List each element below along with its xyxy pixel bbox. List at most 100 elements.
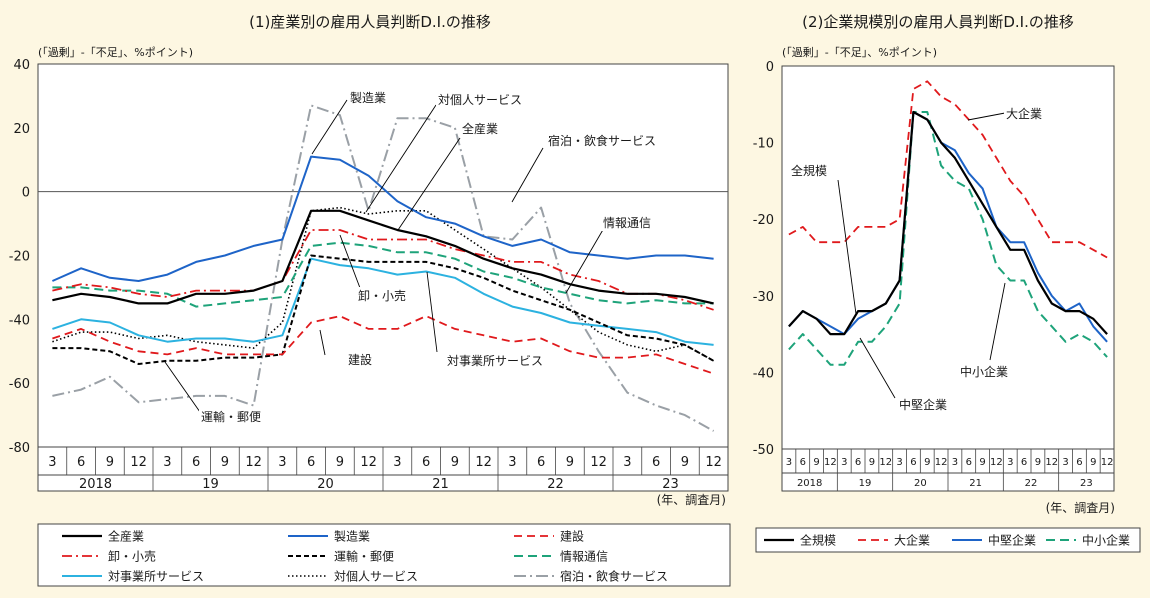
x-tick-month: 9 [869, 457, 875, 468]
x-tick-year: 20 [914, 478, 927, 489]
chart1-callout-lines [164, 99, 605, 413]
x-tick-month: 6 [192, 455, 200, 470]
callout-line-business-services [426, 271, 438, 353]
c1-legend-label-0: 全産業 [108, 529, 144, 544]
x-tick-month: 6 [77, 455, 85, 470]
c1-legend-label-7: 対個人サービス [334, 570, 418, 584]
x-tick-month: 6 [966, 457, 972, 468]
x-tick-month: 3 [786, 457, 792, 468]
c2-series-line-3 [788, 111, 1108, 366]
chart2-ylabel: (「過剰」-「不足」、%ポイント) [782, 46, 937, 59]
y-tick-label: 0 [22, 186, 30, 201]
x-tick-month: 3 [1007, 457, 1013, 468]
callout-manufacturing: 製造業 [350, 91, 386, 105]
callout-all-sizes: 全規模 [791, 163, 827, 178]
x-tick-month: 12 [475, 455, 492, 470]
x-tick-month: 12 [130, 455, 147, 470]
x-tick-year: 21 [969, 478, 982, 489]
x-tick-month: 6 [910, 457, 916, 468]
callout-line-large [967, 112, 1006, 121]
callout-bg [348, 89, 396, 106]
c2-legend-label-3: 中小企業 [1082, 533, 1130, 548]
x-tick-month: 9 [681, 455, 689, 470]
x-tick-year: 23 [662, 477, 679, 492]
c1-series-line-7 [52, 206, 714, 362]
callout-line-ict [565, 227, 605, 294]
x-tick-month: 12 [824, 457, 837, 468]
chart2-callout-lines [837, 112, 1006, 399]
callout-line-midsize [859, 337, 896, 399]
x-tick-year: 22 [1025, 478, 1038, 489]
callout-bg [346, 351, 380, 368]
callout-bg [789, 162, 839, 179]
callout-accommodation: 宿泊・飲食サービス [548, 133, 656, 148]
callout-line-accommodation [511, 147, 544, 203]
x-tick-year: 19 [859, 478, 872, 489]
callout-bg [1004, 105, 1054, 122]
callout-line-manufacturing [311, 99, 348, 155]
c1-series-line-1 [51, 155, 714, 282]
x-tick-month: 3 [278, 455, 286, 470]
x-tick-month: 9 [336, 455, 344, 470]
x-tick-year: 22 [547, 477, 564, 492]
x-tick-month: 9 [813, 457, 819, 468]
y-tick-label: -60 [9, 377, 30, 392]
c2-legend-label-2: 中堅企業 [988, 533, 1036, 548]
callout-wholesale: 卸・小売 [358, 288, 406, 303]
x-tick-year: 20 [317, 477, 334, 492]
x-tick-month: 6 [855, 457, 861, 468]
chart2-plot-area [781, 65, 1115, 450]
x-tick-month: 12 [590, 455, 607, 470]
x-tick-year: 19 [202, 477, 219, 492]
x-tick-month: 6 [800, 457, 806, 468]
x-tick-month: 6 [1076, 457, 1082, 468]
c1-series-line-6 [52, 257, 714, 346]
x-tick-month: 3 [1062, 457, 1068, 468]
x-tick-year: 2018 [797, 478, 822, 489]
c2-series-line-2 [788, 111, 1108, 343]
c2-series-line-1 [788, 80, 1108, 259]
callout-bg [436, 91, 540, 108]
x-tick-month: 9 [106, 455, 114, 470]
chart1-plot-area [37, 63, 729, 448]
c1-series-line-0 [52, 209, 714, 305]
c2-legend-label-1: 大企業 [894, 533, 930, 548]
x-tick-month: 6 [652, 455, 660, 470]
x-tick-month: 9 [1090, 457, 1096, 468]
c2-series-line-0 [788, 110, 1108, 336]
x-tick-month: 9 [566, 455, 574, 470]
x-tick-month: 12 [705, 455, 722, 470]
chart2-title: (2)企業規模別の雇用人員判断D.I.の推移 [802, 13, 1074, 31]
x-tick-month: 3 [48, 455, 56, 470]
c1-series-line-3 [52, 229, 714, 311]
x-tick-month: 3 [841, 457, 847, 468]
callout-bg [445, 352, 563, 369]
y-tick-label: -20 [753, 213, 774, 228]
y-tick-label: -10 [753, 137, 774, 152]
c1-legend-label-8: 宿泊・飲食サービス [560, 569, 668, 584]
chart1-callouts: 製造業 対個人サービス 全産業 宿泊・飲食サービス 情報通信 卸・小売 建設 対… [199, 89, 678, 425]
y-tick-label: -40 [9, 313, 30, 328]
callout-line-personal-services [365, 104, 437, 213]
callout-line-all-sizes [837, 179, 857, 315]
chart-firm-size: (2)企業規模別の雇用人員判断D.I.の推移 (「過剰」-「不足」、%ポイント)… [753, 13, 1141, 553]
chart2-xlabel: (年、調査月) [1046, 501, 1115, 515]
callout-line-wholesale [339, 234, 361, 289]
x-tick-month: 9 [924, 457, 930, 468]
x-tick-month: 3 [163, 455, 171, 470]
callout-bg [897, 396, 961, 413]
callout-bg [356, 287, 418, 304]
callout-large: 大企業 [1006, 106, 1042, 121]
x-tick-month: 12 [245, 455, 262, 470]
x-tick-month: 9 [979, 457, 985, 468]
y-tick-label: -30 [753, 290, 774, 305]
chart-industry: (1)産業別の雇用人員判断D.I.の推移 (「過剰」-「不足」、%ポイント) 4… [9, 13, 731, 587]
callout-line-transport [164, 361, 201, 413]
callout-sme: 中小企業 [960, 364, 1008, 379]
callout-line-sme [989, 282, 1006, 361]
callout-bg [199, 408, 277, 425]
chart1-title: (1)産業別の雇用人員判断D.I.の推移 [249, 13, 491, 31]
x-tick-month: 6 [307, 455, 315, 470]
x-tick-month: 3 [896, 457, 902, 468]
c1-legend-label-5: 情報通信 [560, 550, 608, 564]
